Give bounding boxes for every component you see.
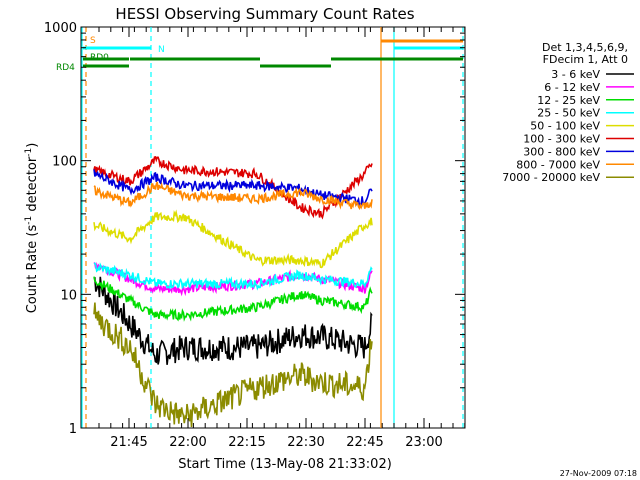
series-line-3: [93, 276, 373, 322]
series-line-4: [93, 262, 373, 291]
x-tick-label: 21:45: [110, 435, 147, 450]
legend-entry-label: 300 - 800 keV: [523, 145, 600, 158]
x-tick-label: 22:45: [346, 435, 383, 450]
flag-label: RD0: [90, 53, 109, 63]
flag-label: N: [158, 45, 165, 55]
x-axis-ticks: 21:45 22:00 22:15 22:30 22:45 23:00: [98, 27, 466, 450]
y-axis-ticks: 1 10 100 1000: [44, 21, 465, 437]
generated-timestamp: 27-Nov-2009 07:18: [560, 469, 637, 478]
legend-entry-label: 100 - 300 keV: [523, 133, 600, 146]
legend: Det 1,3,4,5,6,9,FDecim 1, Att 0 3 - 6 keV…: [502, 41, 634, 184]
flag-bars: S N RD0 RD4: [56, 36, 463, 73]
plot-frame: [80, 26, 466, 429]
x-tick-label: 23:00: [405, 435, 442, 450]
series-line-9: [93, 302, 373, 428]
x-tick-label: 22:15: [228, 435, 265, 450]
legend-entry-label: 7000 - 20000 keV: [502, 171, 600, 184]
y-tick-label: 1000: [44, 21, 77, 36]
legend-entry-label: 800 - 7000 keV: [516, 158, 600, 171]
series-line-7: [93, 169, 373, 206]
chart-title: HESSI Observing Summary Count Rates: [115, 5, 414, 23]
legend-header-line: Det 1,3,4,5,6,9,: [542, 41, 628, 54]
series-lines: [93, 156, 373, 428]
legend-entry-label: 6 - 12 keV: [544, 81, 600, 94]
vertical-markers: [81, 27, 464, 428]
x-tick-label: 22:00: [169, 435, 206, 450]
flag-label: S: [90, 36, 96, 46]
x-axis-label: Start Time (13-May-08 21:33:02): [178, 457, 392, 472]
flag-label: RD4: [56, 63, 75, 73]
legend-entry-label: 50 - 100 keV: [530, 120, 600, 133]
y-tick-label: 1: [69, 422, 77, 437]
y-axis-label: Count Rate (s-1 detector-1): [24, 143, 40, 314]
series-line-1: [93, 276, 373, 365]
x-tick-label: 22:30: [287, 435, 324, 450]
series-line-5: [93, 209, 373, 269]
legend-entry-label: 25 - 50 keV: [537, 107, 600, 120]
y-tick-label: 100: [52, 155, 77, 170]
legend-entry-label: 3 - 6 keV: [551, 68, 600, 81]
legend-entry-label: 12 - 25 keV: [537, 94, 600, 107]
series-line-8: [93, 181, 373, 211]
y-tick-label: 10: [60, 288, 77, 303]
series-line-6: [93, 156, 373, 220]
legend-header-line: FDecim 1, Att 0: [543, 53, 628, 66]
